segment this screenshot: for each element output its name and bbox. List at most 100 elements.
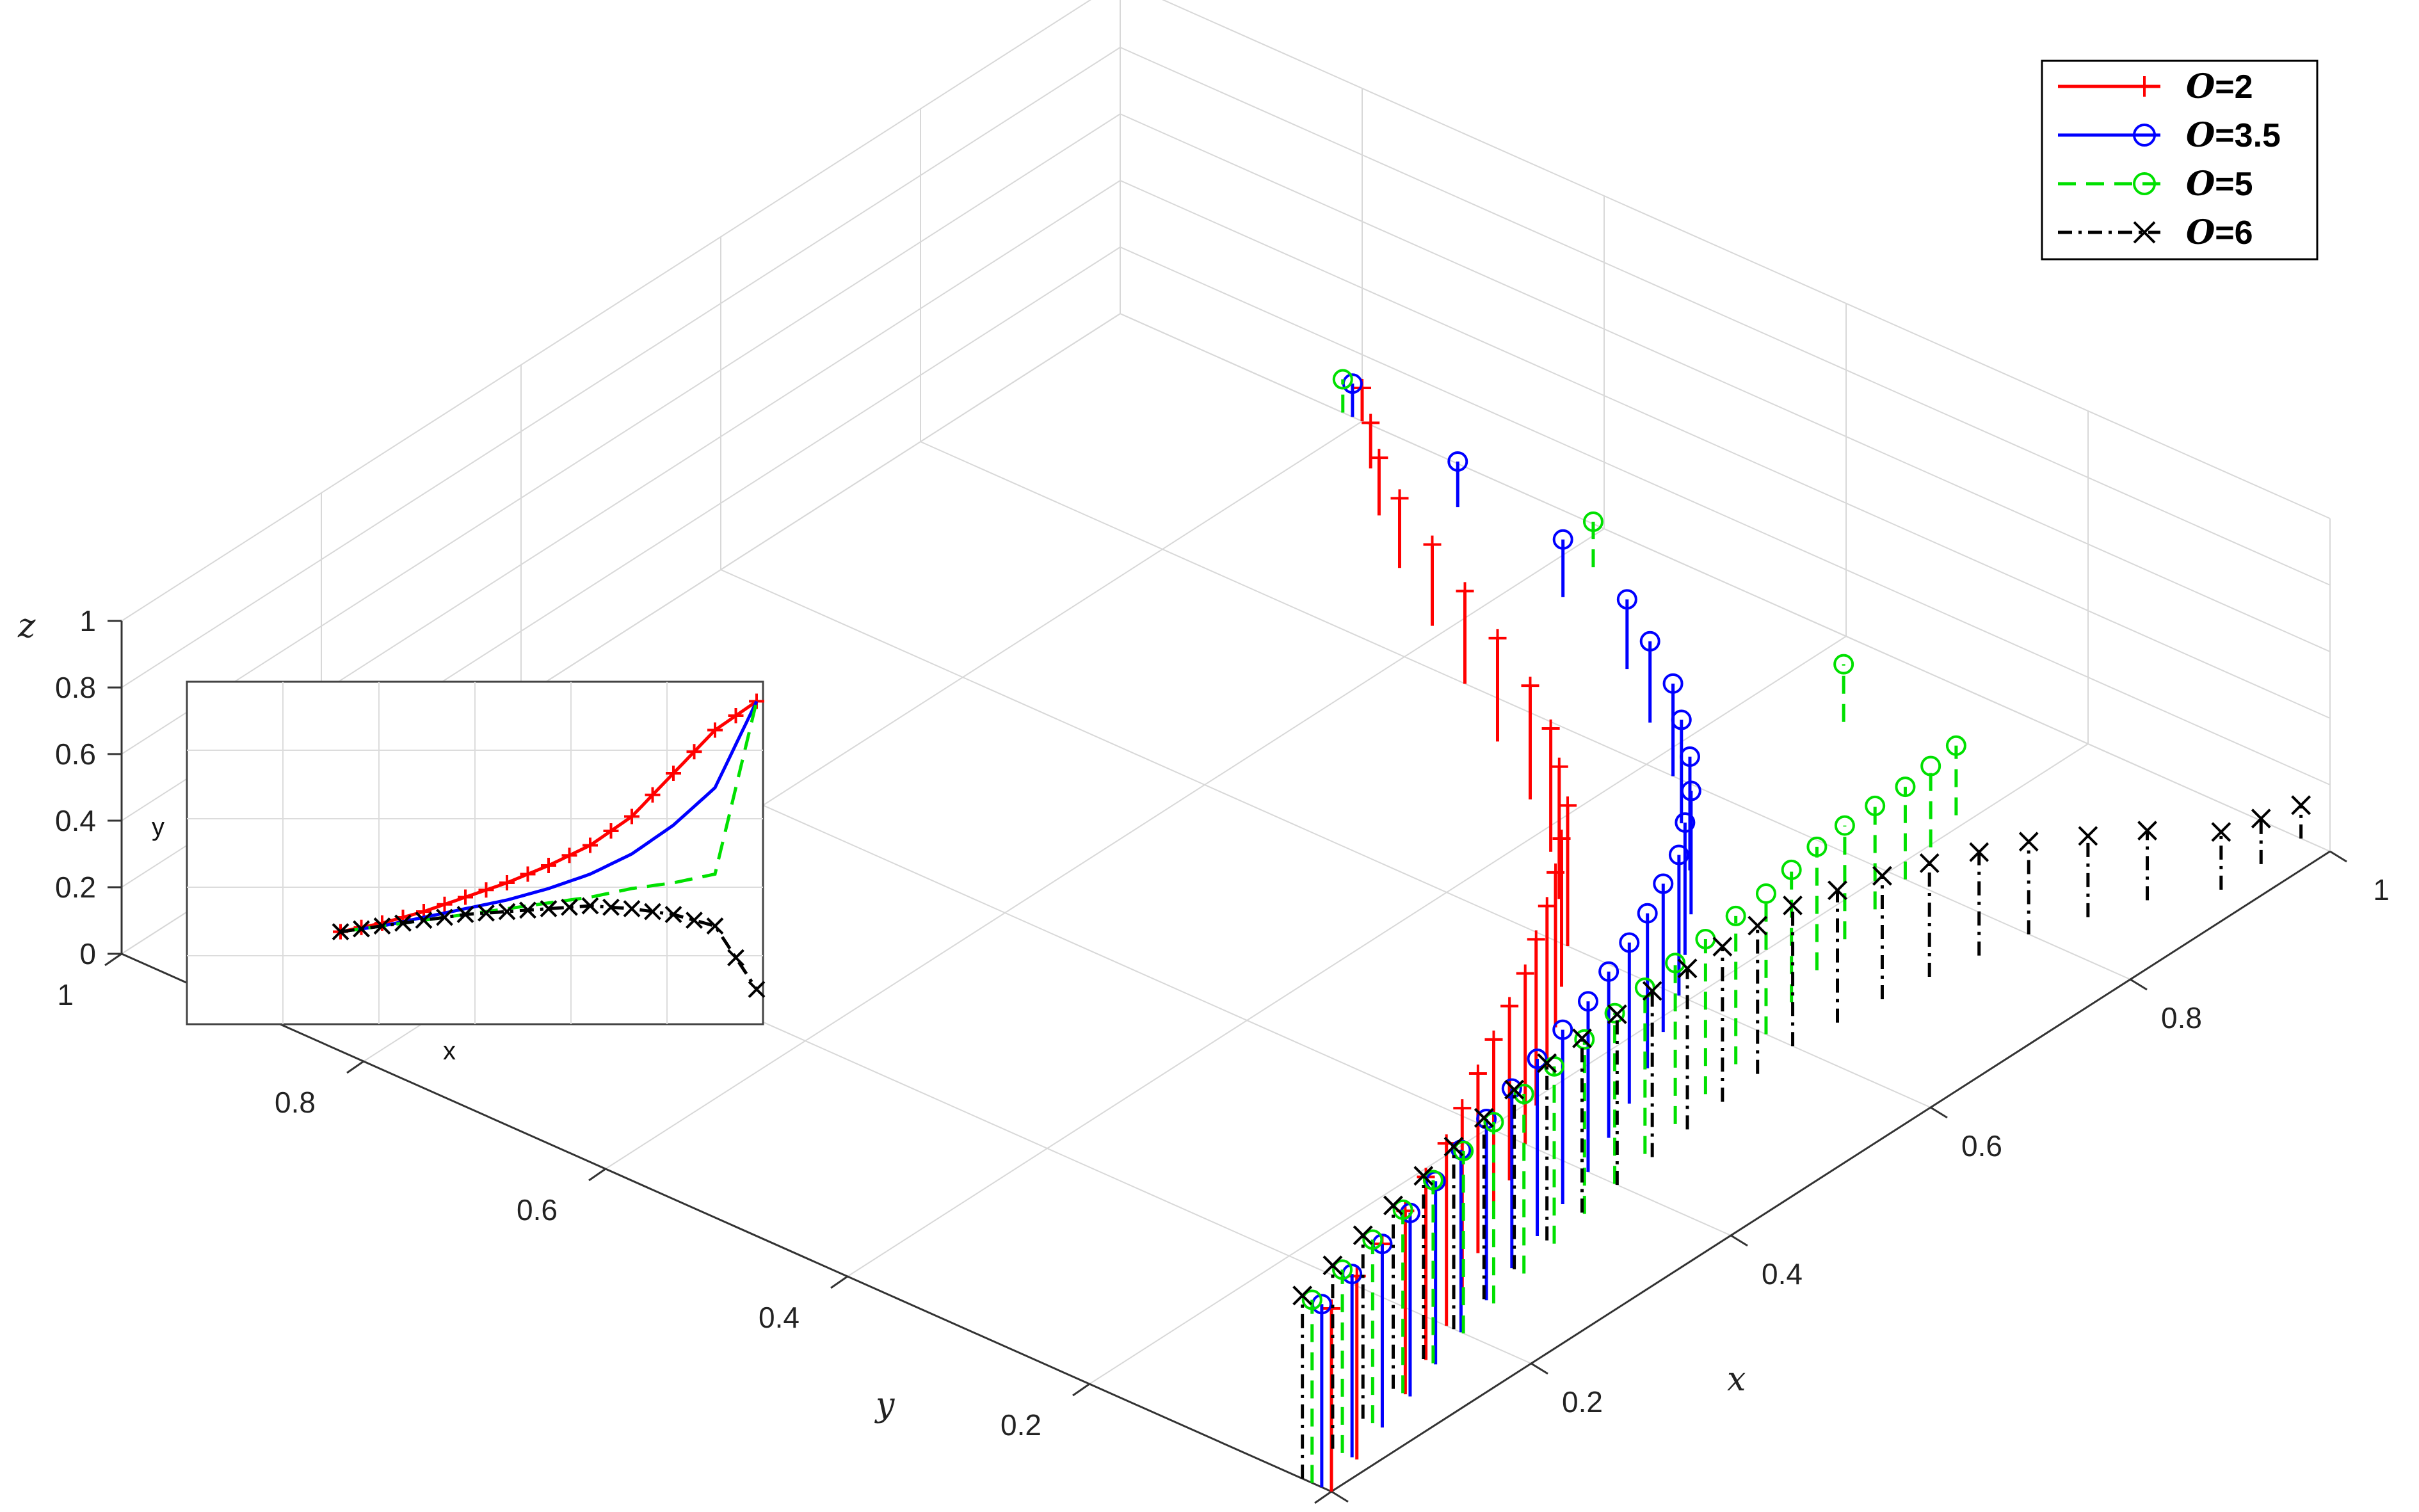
- series-marker: [1422, 1170, 1443, 1191]
- series-marker: [1301, 1289, 1322, 1310]
- legend-label-symbol: O: [2186, 67, 2215, 106]
- series-marker: [1423, 535, 1442, 554]
- y-tick-label: 1: [57, 978, 74, 1011]
- x-tick-mark: [2130, 978, 2148, 991]
- inset-marker: [458, 889, 473, 905]
- inset-marker: [686, 744, 702, 760]
- inset-marker: [373, 917, 391, 935]
- series-marker: [1572, 1028, 1592, 1049]
- inset-curve: [340, 904, 759, 990]
- inset-marker: [519, 901, 536, 919]
- series-marker: [1456, 582, 1474, 600]
- floor-gridline-x: [920, 441, 2131, 980]
- series-marker: [1748, 915, 1768, 936]
- series-marker: [1806, 836, 1828, 857]
- series-marker: [1484, 1030, 1503, 1049]
- series-marker: [1453, 1140, 1474, 1161]
- series-marker: [1833, 654, 1854, 675]
- inset-marker: [748, 981, 766, 998]
- legend-label: O=2: [2186, 67, 2253, 106]
- inset-marker: [540, 900, 558, 917]
- series-marker: [1783, 896, 1803, 915]
- z-tick-label: 0.8: [55, 671, 96, 704]
- series-marker: [1292, 1285, 1313, 1306]
- legend-label-value: =6: [2215, 214, 2253, 252]
- series-marker: [1619, 932, 1640, 953]
- inset-marker: [332, 923, 350, 940]
- inset-marker: [561, 848, 577, 864]
- series-marker: [1443, 1136, 1464, 1157]
- inset-marker: [707, 722, 723, 738]
- series-marker: [1362, 1229, 1383, 1250]
- inset-marker: [602, 898, 620, 916]
- inset-marker: [603, 823, 619, 839]
- series-marker: [1537, 1053, 1557, 1074]
- x-tick-label: 0.8: [2161, 1001, 2202, 1034]
- inset-marker: [644, 903, 661, 921]
- y-axis-line: [121, 953, 1332, 1493]
- series-marker: [1322, 1255, 1343, 1276]
- series-marker: [1552, 1019, 1573, 1040]
- back-wall-gridline-horizontal: [121, 0, 1092, 622]
- z-tick-label: 0.2: [55, 871, 96, 904]
- inset-marker: [456, 906, 474, 923]
- legend-label: O=5: [2186, 165, 2253, 204]
- inset-marker: [645, 787, 661, 803]
- x-tick-label: 0.4: [1762, 1257, 1803, 1291]
- axes-layer: [104, 620, 2347, 1504]
- series-marker: [1675, 812, 1696, 833]
- floor-gridline-x: [1120, 313, 2331, 852]
- series-marker: [1582, 511, 1603, 533]
- series-marker: [1468, 1065, 1487, 1083]
- legend-label-value: =2: [2215, 68, 2253, 106]
- legend-box: [2041, 60, 2319, 261]
- side-wall-gridline-horizontal: [1120, 246, 2331, 785]
- z-tick-label: 0.4: [55, 804, 96, 837]
- y-tick-label: 0.2: [1001, 1408, 1041, 1442]
- series-marker: [1653, 873, 1674, 894]
- side-wall-gridline-horizontal: [1120, 113, 2331, 652]
- z-tick-label: 0.6: [55, 737, 96, 771]
- inset-y-label: y: [152, 813, 165, 841]
- series-marker: [1607, 1004, 1627, 1024]
- x-tick-mark: [1730, 1234, 1748, 1247]
- series-marker: [1872, 865, 1892, 886]
- inset-marker: [499, 875, 515, 891]
- series-marker: [1413, 1166, 1434, 1186]
- series-marker: [1559, 796, 1577, 815]
- series-marker: [2018, 832, 2039, 852]
- series-marker: [1604, 1002, 1625, 1024]
- series-marker: [1390, 489, 1409, 508]
- series-marker: [1332, 369, 1353, 390]
- z-tick-label: 0: [79, 937, 96, 970]
- series-marker: [1828, 880, 1847, 901]
- z-axis-label: z: [17, 607, 36, 645]
- series-marker: [1919, 853, 1940, 873]
- x-tick-label: 1: [2373, 873, 2390, 906]
- legend-marker: [2133, 172, 2156, 195]
- inset-marker: [415, 912, 433, 929]
- series-marker: [1488, 629, 1507, 647]
- inset-curve: [340, 700, 759, 933]
- series-marker: [1447, 451, 1468, 472]
- series-marker: [1504, 1079, 1525, 1100]
- series-marker: [1383, 1195, 1403, 1216]
- y-tick-label: 0.8: [275, 1086, 316, 1119]
- series-marker: [1501, 1078, 1522, 1099]
- series-marker: [1500, 997, 1519, 1015]
- series-marker: [1668, 844, 1689, 865]
- inset-marker: [583, 837, 598, 853]
- series-marker: [1437, 1134, 1456, 1153]
- y-tick-mark: [1314, 1490, 1332, 1504]
- series-marker: [1483, 1112, 1504, 1133]
- series-marker: [1662, 673, 1684, 694]
- series-marker: [1639, 631, 1660, 652]
- series-marker: [1969, 842, 1989, 862]
- series-o-6: [1292, 795, 2311, 1479]
- series-marker: [1527, 930, 1545, 949]
- series-marker: [1725, 905, 1746, 926]
- inset-marker: [478, 904, 495, 922]
- legend: O=2O=3.5O=5O=6: [2041, 60, 2319, 261]
- series-marker: [1516, 964, 1534, 983]
